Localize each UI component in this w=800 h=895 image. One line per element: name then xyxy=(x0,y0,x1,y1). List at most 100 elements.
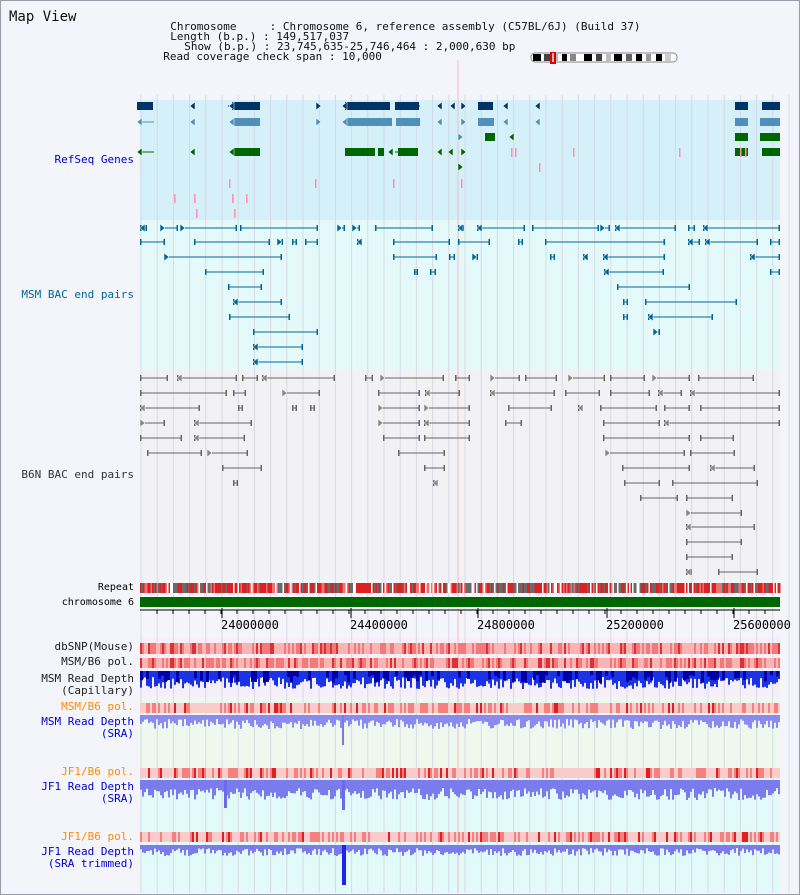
read-depth-bar xyxy=(250,715,252,726)
polymorphism-cell xyxy=(710,768,712,778)
polymorphism-cell xyxy=(184,643,186,654)
polymorphism-cell xyxy=(392,643,394,654)
strand-arrow xyxy=(447,147,454,157)
polymorphism-cell xyxy=(382,768,384,778)
polymorphism-cell xyxy=(156,703,158,713)
polymorphism-cell xyxy=(356,643,358,654)
polymorphism-cell xyxy=(424,643,426,654)
polymorphism-cell xyxy=(726,703,728,713)
read-depth-bar xyxy=(746,845,748,850)
read-depth-bar xyxy=(278,715,280,728)
polymorphism-cell xyxy=(486,768,488,778)
repeat-segment xyxy=(483,583,485,593)
polymorphism-cell xyxy=(584,832,586,842)
read-depth-bar xyxy=(360,845,362,856)
repeat-segment xyxy=(594,583,596,593)
polymorphism-cell xyxy=(568,658,570,668)
polymorphism-cell xyxy=(634,703,636,713)
polymorphism-cell xyxy=(268,658,270,668)
polymorphism-cell xyxy=(436,703,438,713)
read-depth-bar xyxy=(660,845,662,849)
track-label-refseq[interactable]: RefSeq Genes xyxy=(54,153,134,166)
polymorphism-cell xyxy=(404,643,406,654)
read-depth-bar xyxy=(728,671,730,685)
read-depth-bar xyxy=(392,845,394,853)
polymorphism-cell xyxy=(654,832,656,842)
polymorphism-cell xyxy=(694,658,696,668)
read-depth-bar xyxy=(590,671,592,683)
repeat-segment xyxy=(245,583,247,593)
read-depth-bar xyxy=(326,780,328,796)
read-depth-peak xyxy=(290,671,293,683)
read-depth-bar xyxy=(562,780,564,792)
bac-end xyxy=(163,420,165,426)
track-label-msm-bac[interactable]: MSM BAC end pairs xyxy=(21,288,134,301)
gene-exon xyxy=(378,148,384,156)
read-depth-bar xyxy=(358,780,360,794)
read-depth-bar xyxy=(644,845,646,854)
read-depth-bar xyxy=(642,845,644,851)
strand-arrow xyxy=(449,101,456,111)
chromosome-ideogram[interactable] xyxy=(528,52,682,64)
repeat-segment xyxy=(198,583,200,593)
polymorphism-cell xyxy=(760,658,762,668)
polymorphism-cell xyxy=(512,768,514,778)
polymorphism-cell xyxy=(286,658,288,668)
bac-end xyxy=(603,435,605,441)
polymorphism-cell xyxy=(458,643,460,654)
polymorphism-cell xyxy=(734,643,736,654)
polymorphism-cell xyxy=(196,703,198,713)
read-depth-bar xyxy=(370,845,372,849)
read-depth-bar xyxy=(680,715,682,727)
read-depth-bar xyxy=(584,780,586,795)
strand-arrow xyxy=(189,147,196,157)
read-depth-bar xyxy=(302,780,304,792)
read-depth-bar xyxy=(614,715,616,728)
polymorphism-cell xyxy=(712,832,714,842)
read-depth-bar xyxy=(366,780,368,799)
read-depth-bar xyxy=(684,845,686,856)
read-depth-bar xyxy=(228,780,230,799)
polymorphism-cell xyxy=(232,643,234,654)
repeat-segment xyxy=(653,583,655,593)
track-label-jf1-depth-trim-1: JF1 Read Depth xyxy=(41,845,134,858)
polymorphism-cell xyxy=(274,703,276,713)
read-depth-bar xyxy=(322,671,324,687)
polymorphism-cell xyxy=(168,658,170,668)
read-depth-bar xyxy=(766,780,768,790)
polymorphism-cell xyxy=(590,832,592,842)
polymorphism-cell xyxy=(154,832,156,842)
read-depth-bar xyxy=(144,780,146,793)
read-depth-bar xyxy=(536,780,538,792)
read-depth-bar xyxy=(398,780,400,795)
polymorphism-cell xyxy=(618,768,620,778)
repeat-segment xyxy=(759,583,761,593)
polymorphism-cell xyxy=(424,703,426,713)
read-depth-peak xyxy=(503,671,506,680)
track-label-b6n-bac[interactable]: B6N BAC end pairs xyxy=(21,468,134,481)
read-depth-bar xyxy=(580,671,582,684)
strand-arrow xyxy=(252,342,259,352)
polymorphism-cell xyxy=(770,768,772,778)
read-depth-bar xyxy=(618,780,620,797)
read-depth-bar xyxy=(532,715,534,728)
read-depth-bar xyxy=(526,845,528,856)
bac-end xyxy=(711,314,713,320)
polymorphism-cell xyxy=(144,703,146,713)
polymorphism-cell xyxy=(392,768,394,778)
polymorphism-cell xyxy=(182,703,184,713)
polymorphism-cell xyxy=(524,643,526,654)
read-depth-bar xyxy=(362,715,364,729)
polymorphism-cell xyxy=(500,768,502,778)
read-depth-bar xyxy=(768,780,770,796)
polymorphism-cell xyxy=(620,703,622,713)
polymorphism-cell xyxy=(742,703,744,713)
bac-end xyxy=(145,225,147,231)
read-depth-bar xyxy=(412,780,414,789)
polymorphism-cell xyxy=(220,643,222,654)
read-depth-bar xyxy=(380,671,382,681)
polymorphism-cell xyxy=(666,768,668,778)
polymorphism-cell xyxy=(206,703,208,713)
read-depth-peak xyxy=(266,671,269,682)
